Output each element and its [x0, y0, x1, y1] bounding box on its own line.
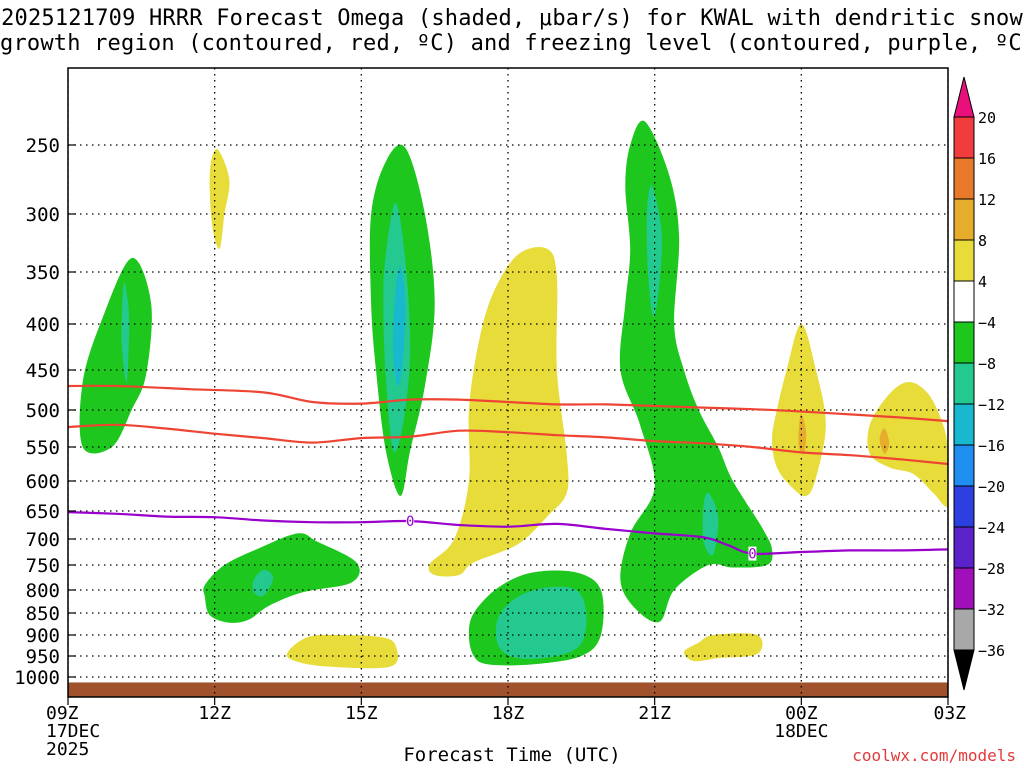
x-tick-label: 18Z — [492, 703, 525, 724]
omega-region-sinking-22z — [683, 633, 763, 662]
y-tick-label: 350 — [26, 262, 60, 284]
colorbar-label: 8 — [978, 232, 987, 250]
y-tick-label: 650 — [26, 501, 60, 523]
y-tick-label: 750 — [26, 555, 60, 577]
colorbar-label: −32 — [978, 601, 1005, 619]
omega-region-rising-18z-low-core — [495, 586, 587, 659]
x-tick-label: 00Z — [785, 703, 818, 724]
colorbar-label: −4 — [978, 314, 996, 332]
omega-region-sinking-00z-core — [798, 413, 807, 455]
y-tick-label: 900 — [26, 625, 60, 647]
colorbar-label: 20 — [978, 109, 996, 127]
freezing-level-label: 0 — [406, 514, 414, 530]
omega-region-rising-20z-core — [646, 185, 663, 317]
chart-title: 2025121709 HRRR Forecast Omega (shaded, … — [0, 6, 1024, 56]
colorbar-label: −36 — [978, 642, 1005, 660]
terrain-band — [68, 682, 948, 697]
title-line-1: 2025121709 HRRR Forecast Omega (shaded, … — [1, 6, 1023, 31]
colorbar-label: −12 — [978, 396, 1005, 414]
colorbar-label: 4 — [978, 273, 987, 291]
colorbar-bin — [953, 362, 975, 405]
grid-lines — [68, 68, 948, 697]
omega-region-rising-10z — [79, 257, 152, 454]
colorbar-label: −16 — [978, 437, 1005, 455]
omega-region-rising-16z-core — [393, 266, 406, 387]
snow-contour-dendritic-top — [68, 384, 948, 423]
y-tick-label: 300 — [26, 204, 60, 226]
colorbar-bin — [953, 321, 975, 364]
x-tick-label: 09Z — [46, 703, 79, 724]
colorbar-bin — [953, 567, 975, 610]
y-tick-label: 250 — [26, 135, 60, 157]
y-tick-label: 700 — [26, 529, 60, 551]
omega-region-sinking-12z — [209, 149, 230, 249]
colorbar-bin — [953, 198, 975, 241]
x-tick-label: 15Z — [345, 703, 378, 724]
y-tick-label: 400 — [26, 314, 60, 336]
x-tick-label: 03Z — [933, 703, 966, 724]
title-line-2: growth region (contoured, red, ºC) and f… — [0, 31, 1024, 56]
y-tick-label: 850 — [26, 603, 60, 625]
omega-region-sinking-18z — [428, 246, 569, 577]
colorbar-label: 16 — [978, 150, 996, 168]
omega-region-rising-10z-core — [121, 282, 130, 383]
x-tick-label: 21Z — [638, 703, 671, 724]
colorbar-bin — [953, 157, 975, 200]
freezing-label-bg — [748, 546, 757, 561]
freezing-label-bg — [406, 514, 415, 529]
x-axis-label: Forecast Time (UTC) — [403, 744, 621, 766]
colorbar: 20 16 12 8 4 −4 −8 −12 −16 −20 −24 −28 −32 −36 — [953, 76, 1005, 691]
colorbar-bin — [953, 280, 975, 323]
freezing-level-label: 0 — [748, 547, 756, 563]
colorbar-bin — [953, 526, 975, 569]
colorbar-bin — [953, 403, 975, 446]
y-tick-label: 950 — [26, 646, 60, 668]
omega-region-sinking-02z — [867, 382, 948, 507]
colorbar-bin — [953, 239, 975, 282]
colorbar-bottom-arrow — [953, 649, 975, 691]
freezing-level-contour — [68, 511, 948, 555]
omega-region-rising-13z — [203, 533, 360, 623]
colorbar-bin — [953, 116, 975, 159]
x-tick-date: 17DEC — [46, 721, 100, 742]
y-tick-label: 1000 — [14, 667, 60, 689]
snow-contour-dendritic-bottom — [68, 423, 948, 466]
x-tick-year: 2025 — [46, 739, 89, 760]
colorbar-bin — [953, 485, 975, 528]
colorbar-label: −28 — [978, 560, 1005, 578]
attribution-link[interactable]: coolwx.com/models — [852, 746, 1016, 765]
x-tick-date: 18DEC — [774, 721, 828, 742]
colorbar-label: −8 — [978, 355, 996, 373]
omega-region-rising-13z-core — [252, 569, 274, 597]
y-tick-label: 800 — [26, 580, 60, 602]
y-tick-label: 550 — [26, 437, 60, 459]
colorbar-top-arrow — [953, 76, 975, 118]
omega-region-sinking-02z-core — [879, 428, 890, 454]
colorbar-label: −24 — [978, 519, 1005, 537]
plot-layer: 00 — [68, 68, 948, 697]
x-tick-label: 12Z — [198, 703, 231, 724]
colorbar-label: −20 — [978, 478, 1005, 496]
colorbar-bin — [953, 608, 975, 651]
plot-area: 00 — [68, 68, 948, 697]
colorbar-bin — [953, 444, 975, 487]
y-tick-label: 600 — [26, 471, 60, 493]
axis-layer: 2503003504004505005506006507007508008509… — [14, 67, 966, 760]
omega-region-sinking-14z — [286, 634, 399, 669]
colorbar-label: 12 — [978, 191, 996, 209]
y-tick-label: 450 — [26, 360, 60, 382]
y-tick-label: 500 — [26, 400, 60, 422]
